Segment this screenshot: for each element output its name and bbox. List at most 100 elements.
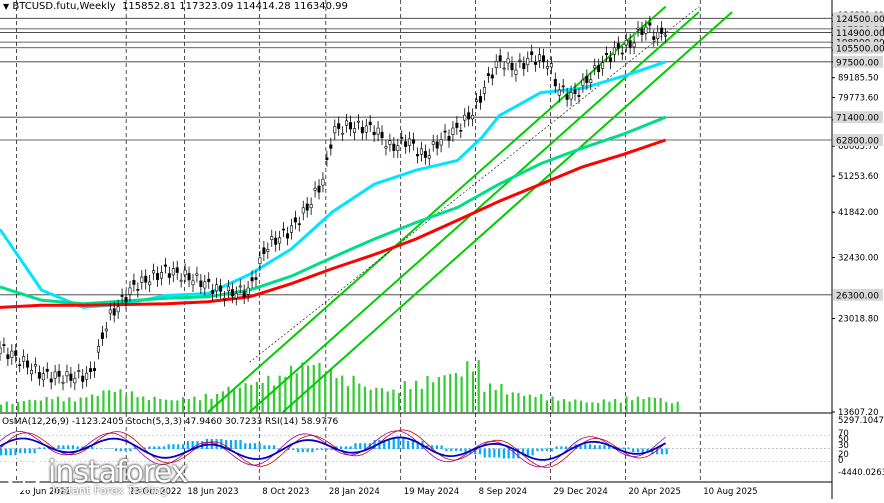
candle-body — [258, 257, 262, 264]
oscillator-axis-label: 50 — [838, 435, 849, 445]
volume-bar — [432, 382, 435, 412]
candle-body — [203, 281, 207, 289]
brand-name: instaforex — [48, 454, 188, 490]
price-tick-label: 32430.00 — [838, 254, 879, 264]
osma-bar — [162, 446, 166, 449]
candle-body — [601, 62, 605, 69]
candle-body — [412, 139, 416, 144]
osma-bar — [129, 448, 132, 452]
volume-bar — [284, 376, 287, 412]
volume-bar — [39, 400, 42, 412]
candle-body — [471, 115, 475, 120]
watermark-logo: instaforex Instant Forex Trading — [4, 452, 188, 497]
volume-bar — [17, 401, 20, 412]
osma-bar — [316, 448, 319, 451]
candle-body — [526, 58, 530, 66]
candle-body — [65, 371, 69, 377]
osma-bar — [311, 448, 314, 453]
volume-bar — [164, 399, 168, 412]
osma-bar — [354, 443, 357, 449]
volume-bar — [204, 393, 207, 412]
osma-bar — [536, 448, 539, 452]
osma-bar — [33, 448, 36, 454]
collapse-arrow-icon[interactable]: ▼ — [3, 2, 10, 11]
osma-bar — [172, 444, 175, 449]
volume-bar — [324, 374, 327, 412]
candle-body — [57, 370, 61, 377]
volume-bar — [90, 394, 94, 412]
osma-bar — [23, 448, 27, 454]
price-level-label: 62800.00 — [836, 137, 879, 147]
osma-bar — [0, 448, 3, 456]
volume-bar — [670, 403, 674, 412]
volume-bar — [460, 376, 463, 412]
osma-bar — [521, 448, 525, 456]
osma-bar — [325, 448, 328, 451]
time-axis-label: 10 Aug 2025 — [703, 487, 757, 497]
volume-bar — [500, 383, 503, 412]
candle-body — [423, 151, 427, 158]
osma-bar — [301, 448, 304, 453]
osma-bar — [435, 445, 438, 449]
osma-bar — [560, 446, 563, 449]
volume-bar — [125, 395, 128, 412]
candle-body — [660, 27, 664, 34]
candle-body — [636, 27, 640, 30]
candle-body — [506, 58, 510, 64]
oscillator-axis-label: 20 — [838, 450, 849, 460]
osma-bar — [158, 446, 161, 449]
osma-bar — [402, 437, 405, 449]
candle-body — [459, 129, 463, 132]
candle-body — [664, 34, 668, 37]
volume-bar — [392, 389, 395, 412]
candle-body — [616, 43, 620, 49]
volume-bar — [648, 397, 651, 412]
candle-body — [565, 94, 569, 100]
osma-bar — [488, 448, 491, 458]
candle-body — [581, 79, 585, 86]
volume-bar — [449, 374, 452, 412]
volume-bar — [5, 401, 8, 412]
time-axis-label: 18 Jun 2023 — [187, 487, 238, 497]
candle-body — [372, 131, 376, 136]
oscillator-axis-label: 70 — [838, 429, 849, 439]
oscillator-axis-label: 0 — [838, 456, 843, 466]
brand-tagline: Instant Forex Trading — [52, 484, 168, 497]
osma-bar — [507, 448, 510, 459]
candle-body — [553, 79, 557, 87]
candle-body — [482, 87, 486, 94]
candle-body — [104, 328, 108, 332]
volume-bar — [591, 402, 594, 412]
volume-bar — [471, 371, 475, 412]
osma-bar — [483, 448, 486, 458]
moving-average-line — [0, 138, 667, 309]
osma-bar — [277, 448, 280, 451]
volume-bar — [28, 399, 31, 412]
candle-body — [368, 121, 372, 126]
candle-body — [545, 66, 549, 69]
osma-bar — [114, 448, 118, 452]
stochastic-signal-line — [0, 429, 666, 468]
candle-body — [400, 137, 404, 139]
candle-body — [219, 285, 223, 292]
candle-body — [195, 273, 199, 276]
candle-body — [250, 277, 254, 282]
osma-bar — [330, 448, 333, 451]
osma-bar — [498, 448, 501, 458]
candle-body — [352, 128, 356, 133]
osma-bar — [249, 443, 252, 449]
volume-bar — [96, 396, 99, 412]
candle-body — [289, 225, 293, 233]
osma-bar — [76, 446, 79, 449]
osma-bar — [397, 437, 400, 449]
candle-body — [167, 273, 171, 278]
volume-bar — [619, 402, 622, 412]
candle-body — [254, 277, 258, 280]
osma-bar — [244, 443, 247, 449]
candle-body — [171, 268, 175, 276]
price-level-label: 97500.00 — [836, 58, 879, 68]
volume-bar — [147, 400, 151, 412]
trend-median-line — [249, 6, 700, 363]
oscillator-axis-label: 30 — [838, 441, 849, 451]
